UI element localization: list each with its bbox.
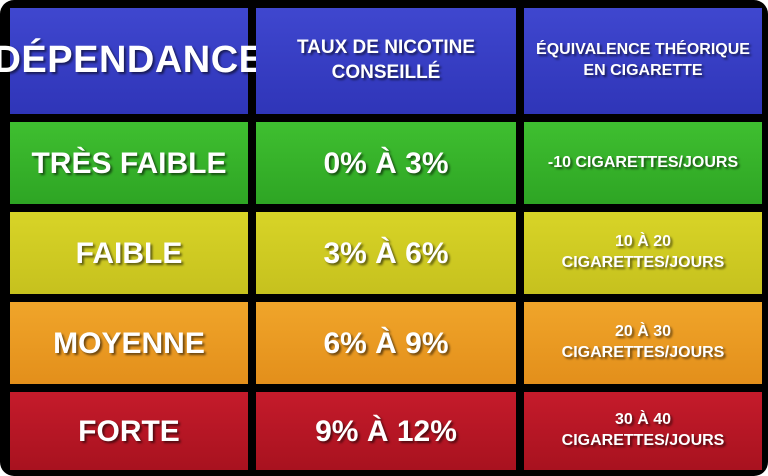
header-taux-text: TAUX DE NICOTINE CONSEILLÉ (297, 36, 475, 85)
row-forte-rate: 9% À 12% (256, 392, 516, 470)
header-dependance: DÉPENDANCE (0, 8, 264, 114)
row-moyenne-level: MOYENNE (10, 302, 248, 384)
header-equivalence: ÉQUIVALENCE THÉORIQUE EN CIGARETTE (524, 8, 762, 114)
level-label: MOYENNE (53, 326, 205, 360)
rate-label: 6% À 9% (323, 326, 449, 360)
row-faible-rate: 3% À 6% (256, 212, 516, 294)
equivalent-label: -10 CIGARETTES/JOURS (547, 153, 739, 171)
header-dependance-label: DÉPENDANCE (0, 39, 265, 82)
header-equiv-line1: ÉQUIVALENCE THÉORIQUE (536, 41, 750, 59)
rate-label: 9% À 12% (315, 414, 457, 448)
row-faible-equivalent: 10 À 20 CIGARETTES/JOURS (524, 212, 762, 294)
level-label: TRÈS FAIBLE (31, 146, 227, 180)
header-taux-line1: TAUX DE NICOTINE (296, 37, 476, 59)
level-label: FORTE (78, 414, 180, 448)
rate-label: 0% À 3% (323, 146, 449, 180)
row-forte-equivalent: 30 À 40 CIGARETTES/JOURS (524, 392, 762, 470)
rate-label: 3% À 6% (323, 236, 449, 270)
equivalent-label: 10 À 20 CIGARETTES/JOURS (561, 233, 725, 271)
row-faible-level: FAIBLE (10, 212, 248, 294)
row-tres-faible-level: TRÈS FAIBLE (10, 122, 248, 204)
level-label: FAIBLE (75, 236, 183, 270)
row-moyenne-rate: 6% À 9% (256, 302, 516, 384)
row-forte-level: FORTE (10, 392, 248, 470)
equivalent-label: 20 À 30 CIGARETTES/JOURS (561, 323, 725, 361)
header-taux-nicotine: TAUX DE NICOTINE CONSEILLÉ (256, 8, 516, 114)
header-taux-line2: CONSEILLÉ (331, 62, 441, 83)
row-tres-faible-equivalent: -10 CIGARETTES/JOURS (524, 122, 762, 204)
header-equiv-line2: EN CIGARETTE (583, 62, 703, 79)
equivalent-label: 30 À 40 CIGARETTES/JOURS (561, 411, 725, 449)
row-tres-faible-rate: 0% À 3% (256, 122, 516, 204)
row-moyenne-equivalent: 20 À 30 CIGARETTES/JOURS (524, 302, 762, 384)
header-equivalence-text: ÉQUIVALENCE THÉORIQUE EN CIGARETTE (536, 40, 750, 82)
